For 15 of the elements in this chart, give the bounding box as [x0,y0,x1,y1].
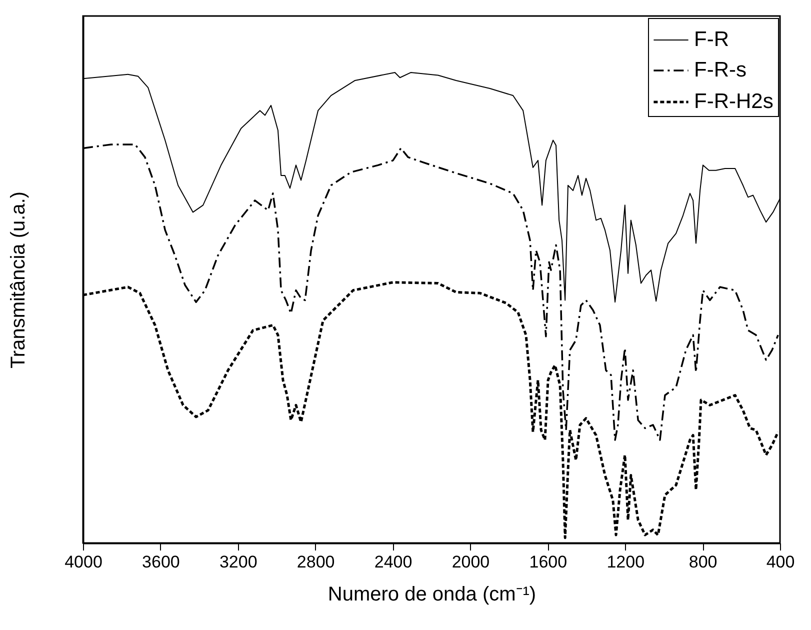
x-tick-label: 3200 [219,552,258,572]
legend-label: F-R-s [694,58,746,82]
x-tick-label: 400 [766,552,795,572]
x-tick-label: 2000 [452,552,490,572]
x-tick-label: 1600 [529,552,568,572]
x-tick-label: 2400 [374,552,412,572]
legend-label: F-R [694,28,729,51]
x-tick-label: 4000 [64,552,102,572]
x-tick-label: 2800 [296,552,335,572]
x-tick-label: 3600 [142,552,180,572]
x-tick-label: 800 [688,552,718,572]
y-axis-title: Transmitância (u.a.) [8,191,30,369]
x-axis-title: Numero de onda (cm⁻¹) [328,584,536,606]
x-tick-label: 1200 [606,552,645,572]
legend-label: F-R-H2s [694,90,774,113]
